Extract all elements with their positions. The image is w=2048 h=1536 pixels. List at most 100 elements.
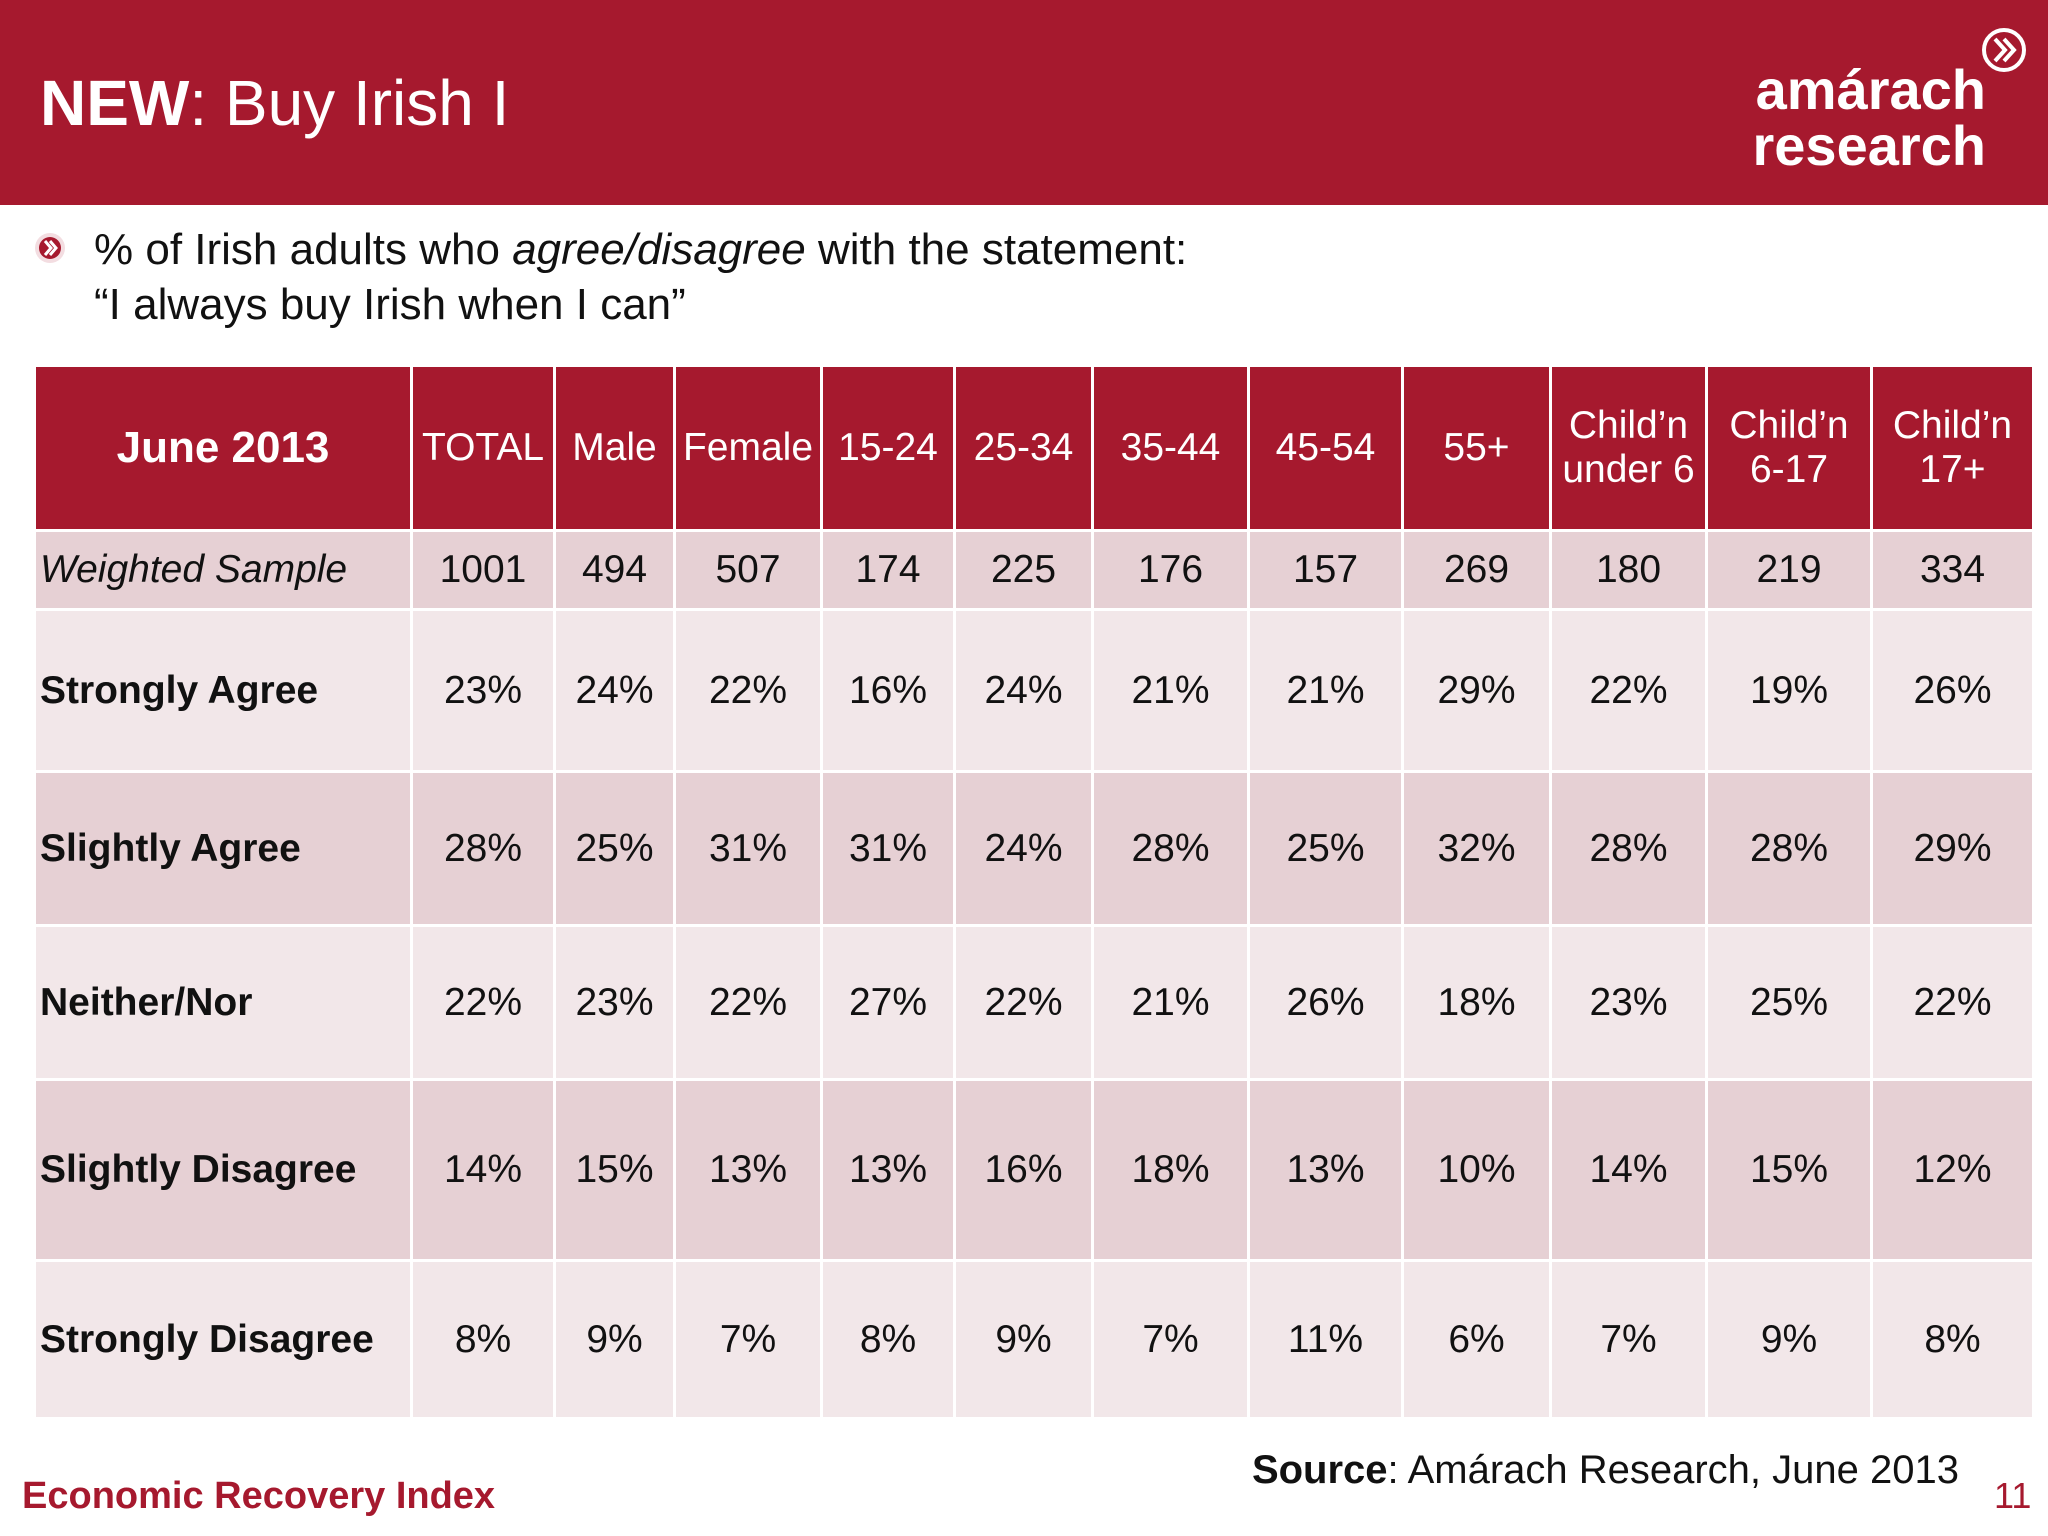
source: Source: Amárach Research, June 2013 [1252, 1448, 1959, 1493]
table-cell: 16% [823, 611, 953, 770]
table-cell: 19% [1708, 611, 1870, 770]
table-cell: 7% [1094, 1262, 1247, 1417]
table-cell: 23% [556, 927, 673, 1078]
table-cell: 14% [413, 1081, 553, 1259]
table-cell: 8% [413, 1262, 553, 1417]
table-cell: 31% [823, 773, 953, 924]
table-cell: 269 [1404, 532, 1549, 608]
header-line: 6-17 [1749, 448, 1829, 491]
title-rest: : Buy Irish I [189, 67, 510, 139]
table-cell: 8% [823, 1262, 953, 1417]
table-cell: 13% [1250, 1081, 1401, 1259]
table-cell: 9% [556, 1262, 673, 1417]
subtitle-line: “I always buy Irish when I can” [94, 280, 686, 329]
column-header: 15-24 [823, 367, 953, 529]
table-cell: 25% [556, 773, 673, 924]
table-row: Slightly Agree 28% 25% 31% 31% 24% 28% 25% 32% 28… [36, 773, 2032, 924]
table-cell: 219 [1708, 532, 1870, 608]
table-cell: 21% [1094, 927, 1247, 1078]
header-band [0, 0, 2048, 205]
header-line: Female [682, 426, 814, 469]
column-header: Female [676, 367, 820, 529]
table-cell: 18% [1404, 927, 1549, 1078]
table-cell: 334 [1873, 532, 2032, 608]
table-cell: 23% [413, 611, 553, 770]
table-cell: 18% [1094, 1081, 1247, 1259]
logo-line: research [1752, 114, 1986, 177]
table-cell: 21% [1250, 611, 1401, 770]
table-cell: 15% [556, 1081, 673, 1259]
corner-cell: June 2013 [36, 367, 410, 529]
logo: amárach research [1752, 62, 1986, 174]
table-row: Weighted Sample 1001 494 507 174 225 176 157 269… [36, 532, 2032, 608]
table-cell: 22% [1873, 927, 2032, 1078]
table-cell: 13% [676, 1081, 820, 1259]
table-cell: 8% [1873, 1262, 2032, 1417]
table-cell: 23% [1552, 927, 1705, 1078]
table-cell: 26% [1250, 927, 1401, 1078]
table-cell: 24% [956, 611, 1091, 770]
footer-index: Economic Recovery Index [22, 1475, 496, 1517]
table-cell: 11% [1250, 1262, 1401, 1417]
table-row: Strongly Disagree 8% 9% 7% 8% 9% 7% 11% 6% 7% 9% 8% [36, 1262, 2032, 1417]
table-cell: 25% [1708, 927, 1870, 1078]
column-header: Child’n under 6 [1552, 367, 1705, 529]
table-cell: 22% [413, 927, 553, 1078]
table-cell: 24% [956, 773, 1091, 924]
table-cell: 28% [1708, 773, 1870, 924]
header-line: Child’n [1568, 404, 1689, 447]
header-row: June 2013 TOTAL Male Female 15-24 25-34 35-44 4… [36, 367, 2032, 529]
row-label: Neither/Nor [36, 927, 410, 1078]
table-cell: 28% [413, 773, 553, 924]
header-line: 45-54 [1275, 426, 1376, 469]
column-header: Child’n 17+ [1873, 367, 2032, 529]
table-row: Slightly Disagree 14% 15% 13% 13% 16% 18% 13% 10… [36, 1081, 2032, 1259]
header-line: Male [572, 426, 657, 469]
table-cell: 22% [676, 611, 820, 770]
table-cell: 9% [956, 1262, 1091, 1417]
data-table: June 2013 TOTAL Male Female 15-24 25-34 35-44 4… [33, 364, 2035, 1420]
column-header: 45-54 [1250, 367, 1401, 529]
table-cell: 180 [1552, 532, 1705, 608]
text-italic: agree/disagree [512, 225, 806, 274]
header-line: Child’n [1729, 404, 1849, 447]
logo-line: amárach [1755, 58, 1986, 121]
table-cell: 7% [676, 1262, 820, 1417]
table-cell: 32% [1404, 773, 1549, 924]
table-cell: 7% [1552, 1262, 1705, 1417]
table-cell: 31% [676, 773, 820, 924]
subtitle-line: % of Irish adults who agree/disagree wit… [94, 222, 1187, 277]
table-cell: 157 [1250, 532, 1401, 608]
table-cell: 12% [1873, 1081, 2032, 1259]
table-row: Neither/Nor 22% 23% 22% 27% 22% 21% 26% 18% 23% 25… [36, 927, 2032, 1078]
table-cell: 176 [1094, 532, 1247, 608]
logo-icon [1982, 28, 2026, 72]
subtitle: % of Irish adults who agree/disagree wit… [94, 222, 1187, 332]
table-cell: 24% [556, 611, 673, 770]
row-label: Strongly Disagree [36, 1262, 410, 1417]
column-header: Child’n 6-17 [1708, 367, 1870, 529]
table-cell: 225 [956, 532, 1091, 608]
row-label: Strongly Agree [36, 611, 410, 770]
header-line: TOTAL [421, 426, 545, 469]
header-line: 55+ [1443, 426, 1510, 469]
table-cell: 6% [1404, 1262, 1549, 1417]
table-cell: 16% [956, 1081, 1091, 1259]
header-line: 17+ [1919, 448, 1986, 491]
table-cell: 21% [1094, 611, 1247, 770]
table-cell: 27% [823, 927, 953, 1078]
column-header: 25-34 [956, 367, 1091, 529]
table-cell: 22% [956, 927, 1091, 1078]
header-line: under 6 [1562, 448, 1695, 491]
table-cell: 174 [823, 532, 953, 608]
table-cell: 22% [1552, 611, 1705, 770]
header-line: Child’n [1892, 404, 2013, 447]
table-cell: 22% [676, 927, 820, 1078]
table-cell: 9% [1708, 1262, 1870, 1417]
page-number: 11 [1994, 1475, 2032, 1516]
header-line: 15-24 [838, 426, 938, 469]
slide-title: NEW: Buy Irish I [40, 66, 509, 140]
table-cell: 14% [1552, 1081, 1705, 1259]
source-bold: Source [1251, 1448, 1388, 1492]
